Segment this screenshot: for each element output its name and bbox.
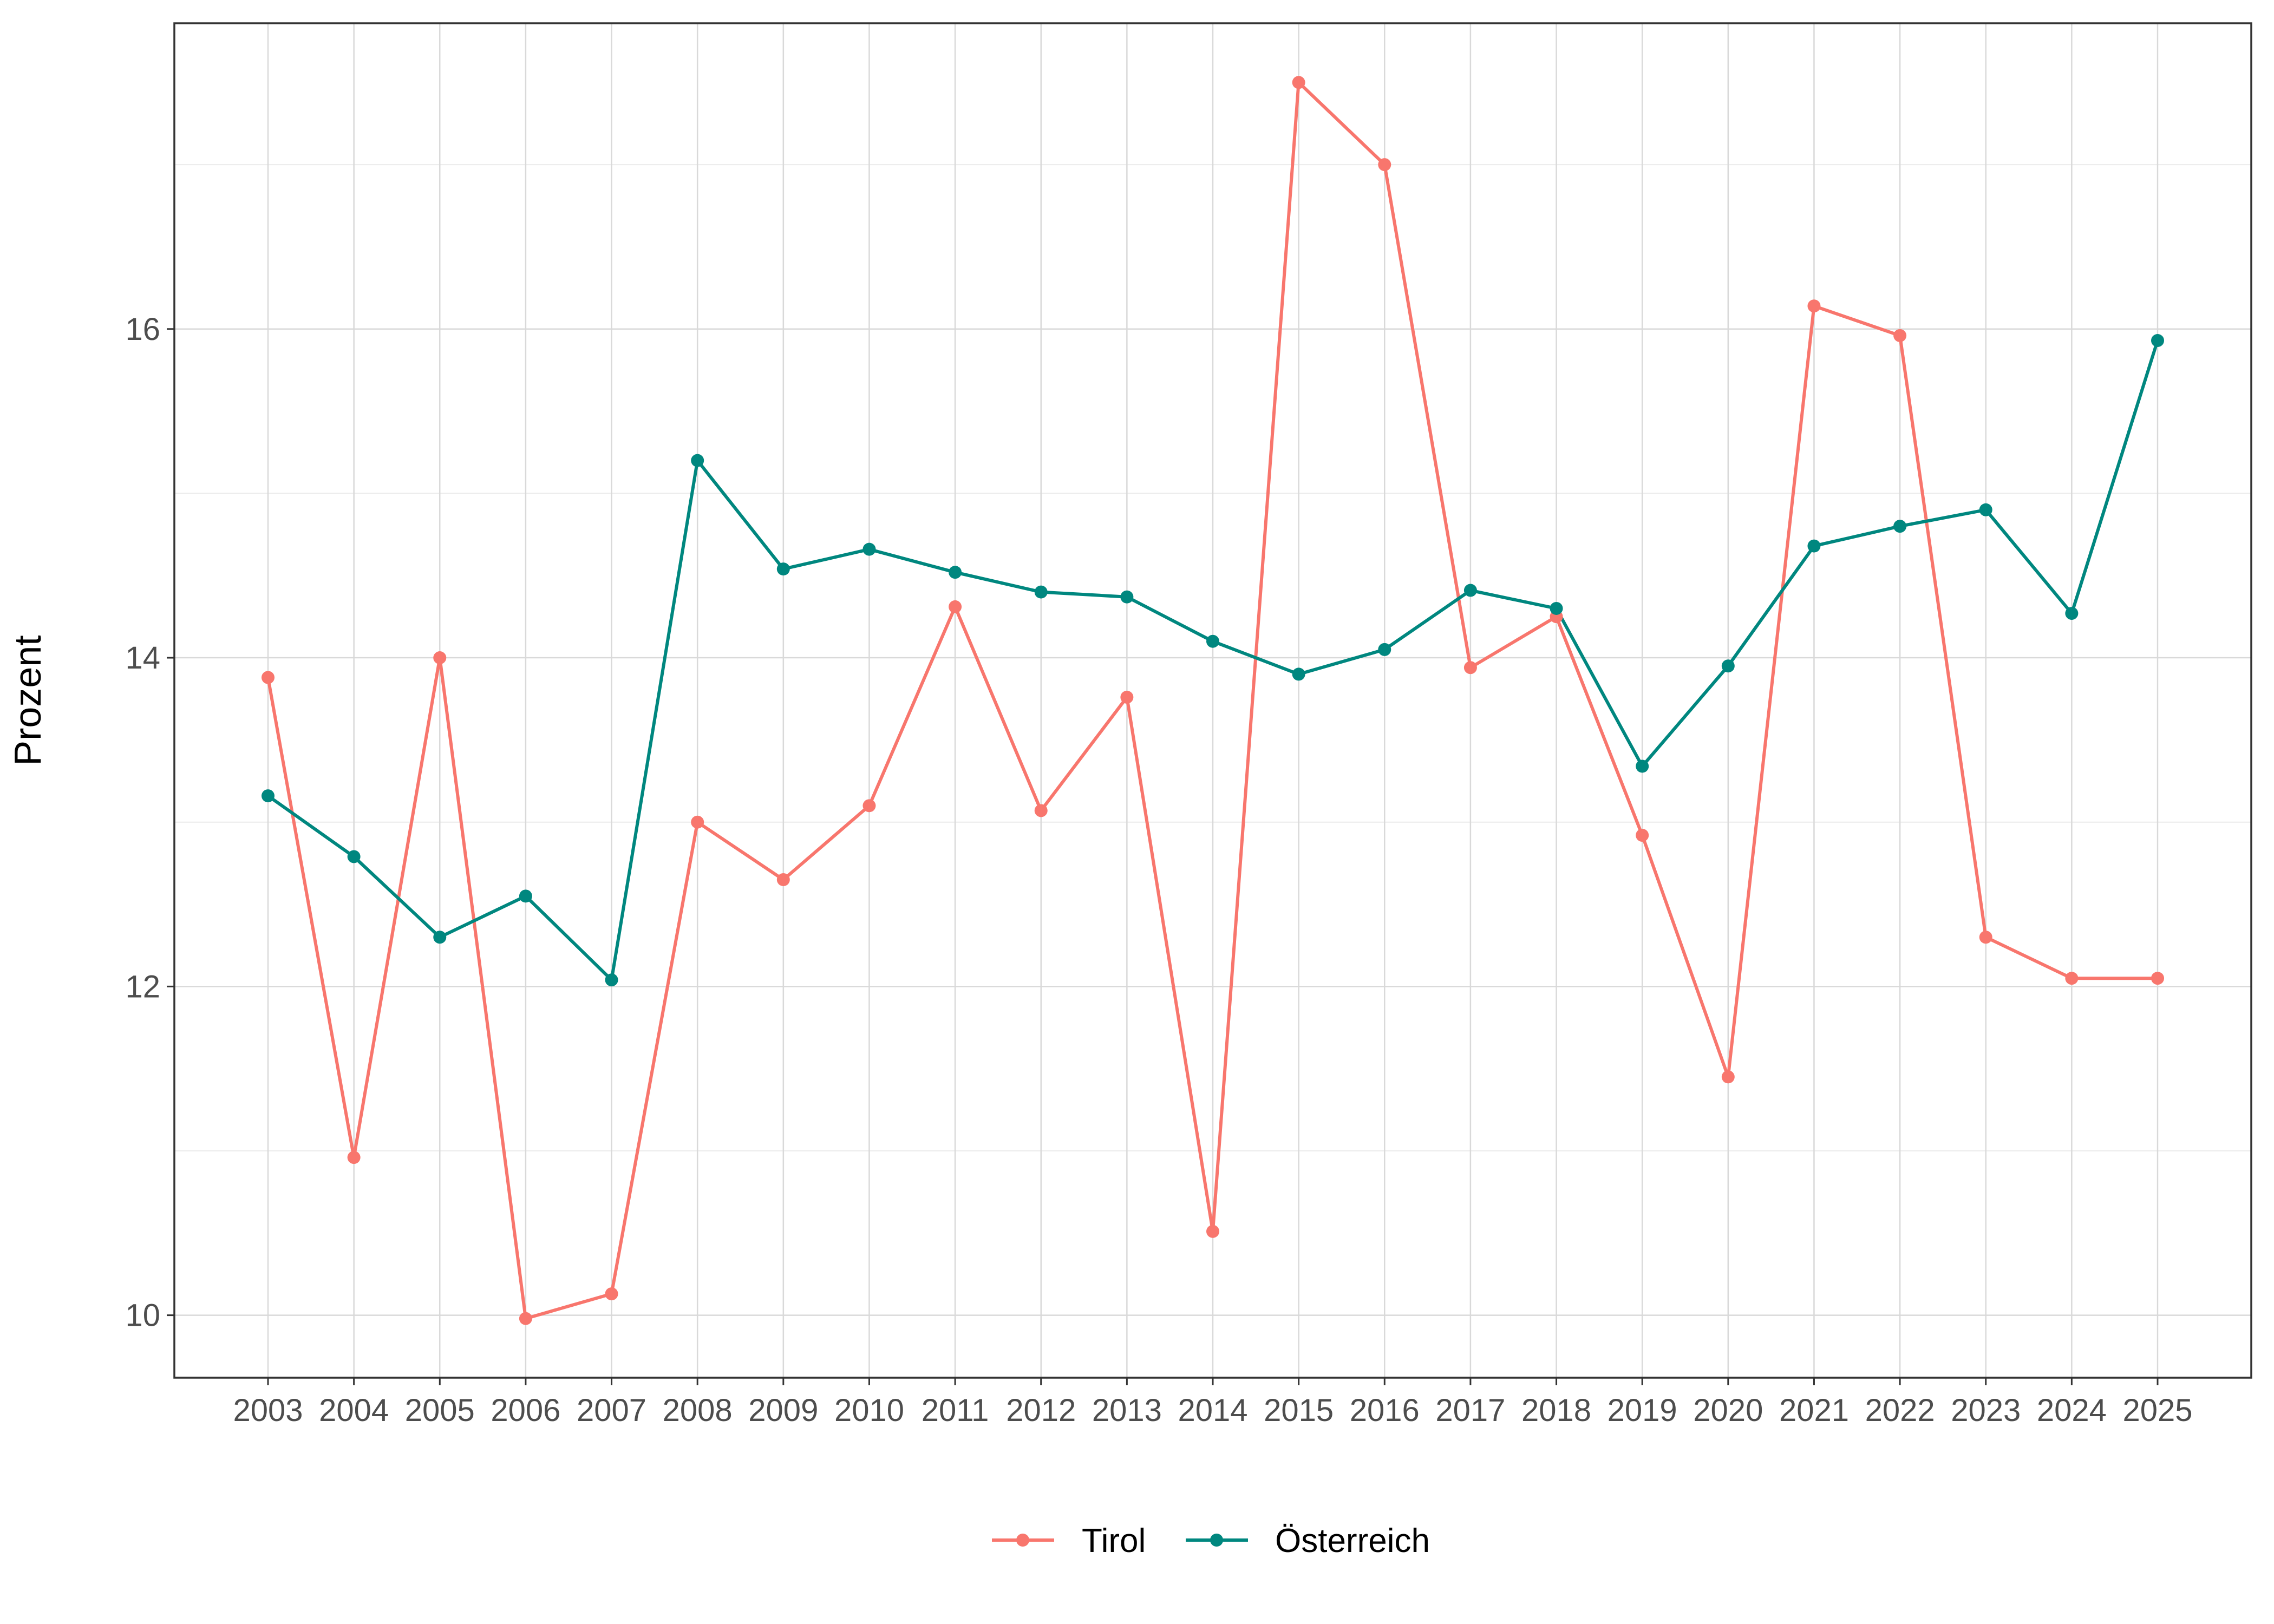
x-tick-label: 2021 [1779, 1393, 1849, 1428]
data-point-oesterreich [1636, 759, 1649, 773]
data-point-tirol [1979, 931, 1992, 944]
data-point-tirol [1378, 158, 1391, 172]
y-tick-label: 14 [125, 640, 160, 676]
data-point-tirol [1721, 1070, 1735, 1084]
data-point-oesterreich [347, 850, 361, 863]
x-tick-label: 2005 [405, 1393, 475, 1428]
gridlines [174, 23, 2251, 1378]
data-point-tirol [1120, 690, 1134, 704]
data-point-oesterreich [1721, 659, 1735, 673]
data-point-oesterreich [1292, 667, 1305, 681]
x-tick-label: 2023 [1951, 1393, 2021, 1428]
legend: Tirol Österreich [992, 1522, 1430, 1560]
data-point-tirol [519, 1312, 532, 1325]
x-tick-label: 2014 [1178, 1393, 1247, 1428]
data-point-oesterreich [691, 454, 704, 467]
data-point-oesterreich [519, 889, 532, 903]
x-tick-label: 2019 [1608, 1393, 1677, 1428]
data-point-oesterreich [949, 566, 962, 579]
data-point-oesterreich [1378, 643, 1391, 656]
data-point-tirol [605, 1287, 618, 1301]
x-tick-label: 2003 [233, 1393, 303, 1428]
data-point-tirol [862, 799, 876, 813]
data-point-tirol [1292, 76, 1305, 89]
data-point-tirol [1807, 299, 1821, 313]
data-point-oesterreich [433, 931, 447, 944]
y-tick-label: 12 [125, 969, 160, 1004]
data-point-oesterreich [1807, 539, 1821, 553]
x-tick-label: 2008 [663, 1393, 733, 1428]
data-point-tirol [2151, 972, 2164, 985]
data-point-tirol [347, 1151, 361, 1164]
x-tick-label: 2016 [1350, 1393, 1420, 1428]
x-axis: 2003 2004 2005 2006 2007 2008 2009 2010 2011 2012… [233, 1378, 2193, 1428]
y-axis: 10 12 14 16 [125, 312, 174, 1333]
legend-label-tirol: Tirol [1082, 1522, 1146, 1560]
x-tick-label: 2006 [491, 1393, 560, 1428]
y-axis-title: Prozent [6, 635, 49, 765]
x-tick-label: 2022 [1865, 1393, 1935, 1428]
y-tick-label: 16 [125, 312, 160, 347]
x-tick-label: 2013 [1092, 1393, 1162, 1428]
data-point-oesterreich [1893, 520, 1907, 533]
data-point-tirol [433, 651, 447, 665]
data-point-oesterreich [1206, 634, 1219, 648]
data-point-tirol [262, 671, 275, 684]
series-points [262, 76, 2164, 1325]
data-point-oesterreich [1034, 585, 1048, 599]
data-point-tirol [1034, 804, 1048, 817]
legend-label-oesterreich: Österreich [1275, 1522, 1430, 1560]
x-tick-label: 2004 [319, 1393, 389, 1428]
x-tick-label: 2018 [1521, 1393, 1591, 1428]
data-point-oesterreich [262, 789, 275, 803]
data-point-oesterreich [1550, 601, 1563, 615]
data-point-tirol [1893, 329, 1907, 342]
x-tick-label: 2011 [922, 1393, 989, 1428]
data-point-tirol [776, 873, 790, 886]
x-tick-label: 2025 [2122, 1393, 2192, 1428]
x-tick-label: 2020 [1693, 1393, 1763, 1428]
data-point-tirol [949, 600, 962, 613]
legend-key-point-oesterreich [1210, 1534, 1223, 1547]
x-tick-label: 2015 [1264, 1393, 1334, 1428]
y-tick-label: 10 [125, 1298, 160, 1333]
data-point-oesterreich [2065, 607, 2079, 620]
x-tick-label: 2017 [1435, 1393, 1505, 1428]
data-point-oesterreich [776, 562, 790, 576]
data-point-tirol [1636, 828, 1649, 842]
x-tick-label: 2007 [577, 1393, 646, 1428]
x-tick-label: 2024 [2037, 1393, 2107, 1428]
data-point-oesterreich [1979, 503, 1992, 516]
x-tick-label: 2009 [748, 1393, 818, 1428]
data-point-tirol [691, 815, 704, 829]
data-point-tirol [2065, 972, 2079, 985]
x-tick-label: 2010 [834, 1393, 904, 1428]
legend-key-point-tirol [1016, 1534, 1029, 1547]
x-tick-label: 2012 [1006, 1393, 1076, 1428]
data-point-oesterreich [1120, 590, 1134, 604]
data-point-tirol [1206, 1224, 1219, 1238]
data-point-oesterreich [1463, 584, 1477, 597]
data-point-oesterreich [2151, 334, 2164, 348]
data-point-tirol [1463, 661, 1477, 675]
data-point-oesterreich [605, 973, 618, 987]
data-point-oesterreich [862, 542, 876, 556]
